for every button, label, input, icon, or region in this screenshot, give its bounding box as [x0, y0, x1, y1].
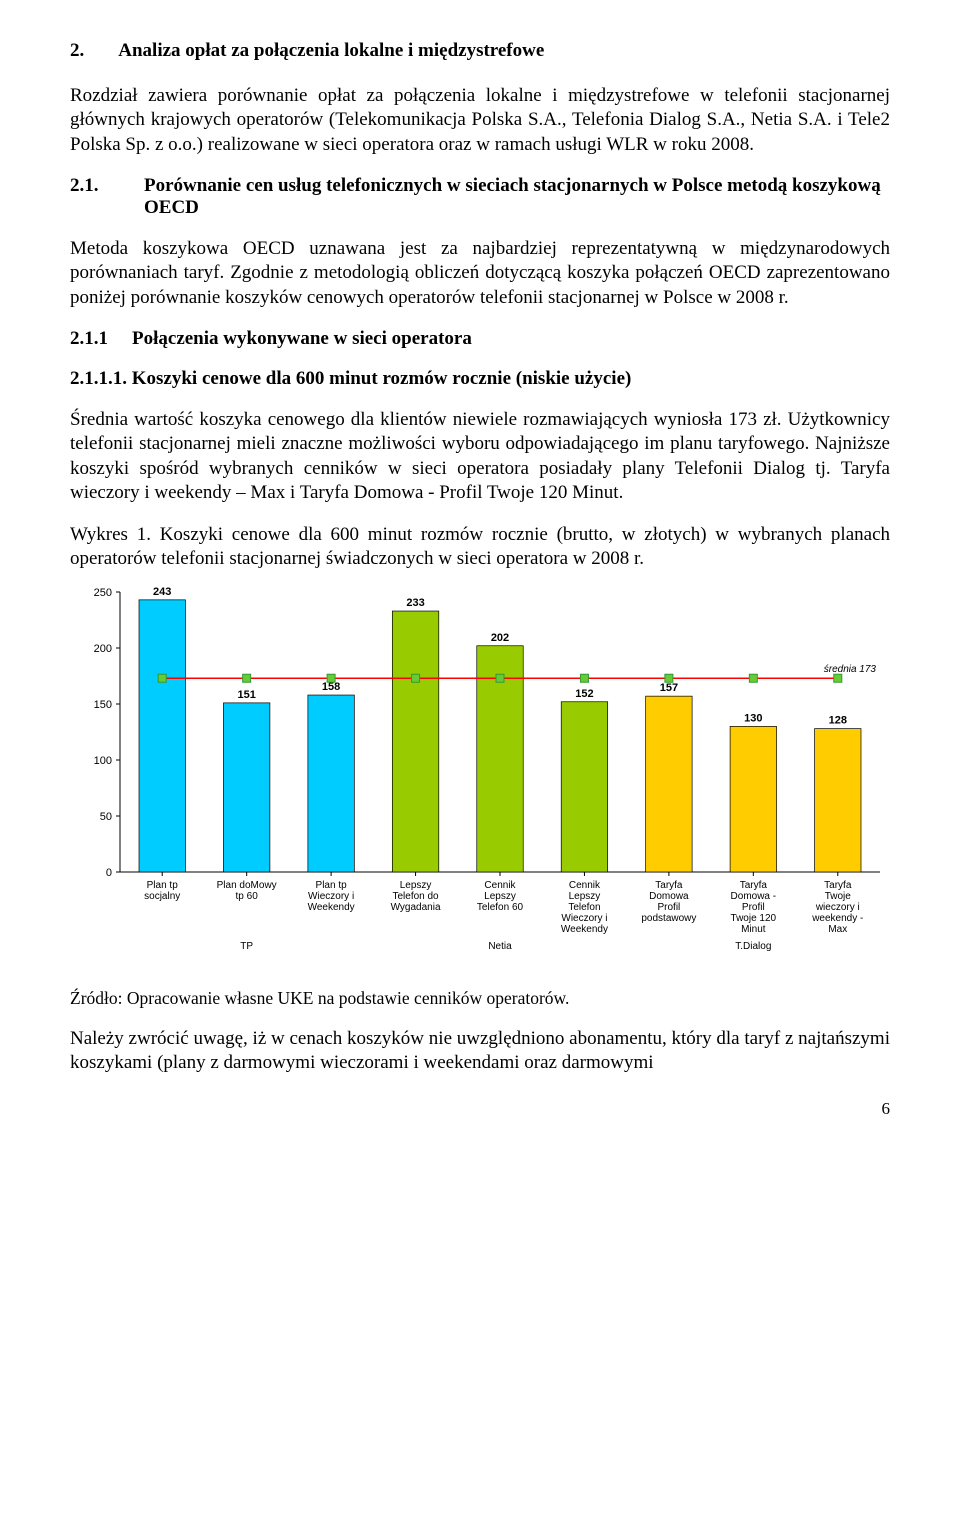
- svg-text:Lepszy: Lepszy: [484, 891, 516, 902]
- heading-2-1: 2.1. Porównanie cen usług telefonicznych…: [70, 175, 890, 219]
- svg-text:wieczory i: wieczory i: [815, 902, 860, 913]
- chart-source: Źródło: Opracowanie własne UKE na podsta…: [70, 988, 890, 1009]
- page-number: 6: [70, 1099, 890, 1119]
- svg-text:0: 0: [106, 867, 112, 879]
- heading-2-1-1: 2.1.1 Połączenia wykonywane w sieci opera…: [70, 328, 890, 350]
- svg-text:Profil: Profil: [657, 902, 680, 913]
- heading-2-1-num: 2.1.: [70, 175, 144, 219]
- paragraph-basket: Średnia wartość koszyka cenowego dla kli…: [70, 408, 890, 505]
- svg-text:158: 158: [322, 681, 340, 693]
- heading-2-1-1-num: 2.1.1: [70, 328, 108, 349]
- paragraph-oecd: Metoda koszykowa OECD uznawana jest za n…: [70, 237, 890, 310]
- svg-text:Taryfa: Taryfa: [655, 880, 683, 891]
- svg-text:233: 233: [406, 597, 424, 609]
- svg-text:socjalny: socjalny: [144, 891, 180, 902]
- svg-text:Weekendy: Weekendy: [561, 924, 608, 935]
- heading-2-title: Analiza opłat za połączenia lokalne i mi…: [118, 40, 544, 61]
- svg-text:Netia: Netia: [488, 941, 512, 952]
- svg-text:Domowa -: Domowa -: [731, 891, 777, 902]
- svg-text:Max: Max: [828, 924, 847, 935]
- svg-text:Domowa: Domowa: [649, 891, 689, 902]
- svg-text:Profil: Profil: [742, 902, 765, 913]
- svg-text:Cennik: Cennik: [484, 880, 516, 891]
- paragraph-intro: Rozdział zawiera porównanie opłat za poł…: [70, 84, 890, 157]
- bar-chart: 0 50 100 150 200 250 243 151 158 233 202 152 157 130 1…: [70, 582, 890, 982]
- svg-text:151: 151: [237, 689, 255, 701]
- svg-text:Telefon do: Telefon do: [392, 891, 439, 902]
- svg-text:Twoje 120: Twoje 120: [731, 913, 777, 924]
- chart-caption: Wykres 1. Koszyki cenowe dla 600 minut r…: [70, 523, 890, 572]
- bar-chart-svg: 0 50 100 150 200 250 243 151 158 233 202 152 157 130 1…: [70, 582, 890, 982]
- svg-text:Taryfa: Taryfa: [740, 880, 768, 891]
- svg-text:Weekendy: Weekendy: [308, 902, 355, 913]
- heading-2-1-title: Porównanie cen usług telefonicznych w si…: [144, 175, 890, 219]
- svg-text:Twoje: Twoje: [825, 891, 852, 902]
- page: 2. Analiza opłat za połączenia lokalne i …: [0, 0, 960, 1149]
- svg-text:tp 60: tp 60: [236, 891, 259, 902]
- svg-text:podstawowy: podstawowy: [641, 913, 696, 924]
- svg-text:Plan doMowy: Plan doMowy: [217, 880, 277, 891]
- svg-text:Wieczory i: Wieczory i: [561, 913, 607, 924]
- heading-2-1-1-1: 2.1.1.1. Koszyki cenowe dla 600 minut ro…: [70, 368, 890, 390]
- svg-text:Plan tp: Plan tp: [316, 880, 348, 891]
- svg-text:Plan tp: Plan tp: [147, 880, 179, 891]
- svg-text:200: 200: [94, 643, 112, 655]
- svg-text:50: 50: [100, 811, 112, 823]
- paragraph-note: Należy zwrócić uwagę, iż w cenach koszyk…: [70, 1027, 890, 1076]
- heading-2: 2. Analiza opłat za połączenia lokalne i …: [70, 40, 890, 62]
- svg-text:130: 130: [744, 712, 762, 724]
- svg-text:Lepszy: Lepszy: [400, 880, 432, 891]
- svg-text:T.Dialog: T.Dialog: [735, 941, 771, 952]
- svg-text:152: 152: [575, 688, 593, 700]
- svg-text:157: 157: [660, 682, 678, 694]
- svg-text:Wieczory i: Wieczory i: [308, 891, 354, 902]
- svg-text:Cennik: Cennik: [569, 880, 601, 891]
- svg-text:Telefon 60: Telefon 60: [477, 902, 524, 913]
- svg-text:202: 202: [491, 632, 509, 644]
- svg-text:średnia 173: średnia 173: [824, 664, 877, 675]
- svg-text:Taryfa: Taryfa: [824, 880, 852, 891]
- heading-2-num: 2.: [70, 40, 84, 61]
- svg-text:243: 243: [153, 586, 171, 598]
- svg-text:250: 250: [94, 587, 112, 599]
- svg-text:Lepszy: Lepszy: [569, 891, 601, 902]
- svg-text:Telefon: Telefon: [568, 902, 600, 913]
- svg-text:128: 128: [829, 714, 847, 726]
- svg-text:150: 150: [94, 699, 112, 711]
- svg-text:weekendy -: weekendy -: [811, 913, 863, 924]
- svg-text:Minut: Minut: [741, 924, 766, 935]
- heading-2-1-1-title: Połączenia wykonywane w sieci operatora: [132, 328, 472, 349]
- svg-text:TP: TP: [240, 941, 253, 952]
- svg-text:Wygadania: Wygadania: [391, 902, 441, 913]
- svg-text:100: 100: [94, 755, 112, 767]
